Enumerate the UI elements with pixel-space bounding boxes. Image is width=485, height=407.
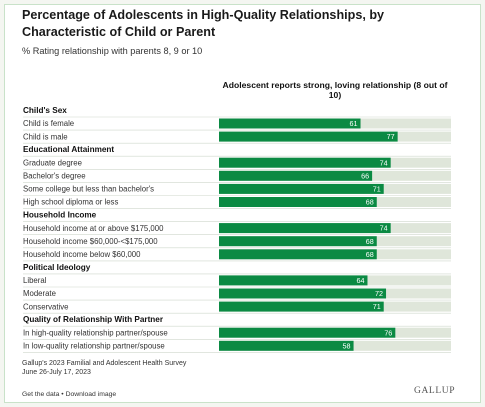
source-note: Gallup's 2023 Familial and Adolescent He… bbox=[22, 360, 186, 377]
bar bbox=[219, 327, 396, 338]
column-header: Adolescent reports strong, loving relati… bbox=[222, 80, 448, 100]
row-label: Household income below $60,000 bbox=[23, 250, 141, 259]
data-label: 74 bbox=[380, 158, 388, 167]
bar bbox=[219, 236, 377, 247]
bar bbox=[219, 223, 391, 234]
row-label: Some college but less than bachelor's bbox=[23, 185, 154, 194]
group-heading: Quality of Relationship With Partner bbox=[23, 315, 164, 324]
bar bbox=[219, 170, 373, 181]
bar bbox=[219, 275, 368, 286]
row-label: Liberal bbox=[23, 276, 47, 285]
bar bbox=[219, 301, 384, 312]
data-label: 74 bbox=[380, 224, 388, 233]
bar bbox=[219, 288, 387, 299]
data-label: 61 bbox=[350, 119, 358, 128]
row-label: Household income at or above $175,000 bbox=[23, 224, 164, 233]
chart-title: Percentage of Adolescents in High-Qualit… bbox=[22, 8, 385, 39]
data-label: 72 bbox=[375, 289, 383, 298]
data-label: 58 bbox=[343, 341, 351, 350]
footer-links[interactable]: Get the data • Download image bbox=[22, 391, 117, 398]
data-label: 68 bbox=[366, 250, 374, 259]
data-label: 71 bbox=[373, 185, 381, 194]
bar bbox=[219, 118, 361, 129]
gallup-logo: GALLUP bbox=[414, 386, 456, 396]
data-label: 64 bbox=[356, 276, 364, 285]
row-label: Graduate degree bbox=[23, 158, 82, 167]
bar bbox=[219, 131, 398, 142]
data-label: 76 bbox=[384, 328, 392, 337]
chart-subtitle: % Rating relationship with parents 8, 9 … bbox=[22, 46, 203, 56]
group-heading: Child's Sex bbox=[23, 106, 67, 115]
group-heading: Educational Attainment bbox=[23, 145, 114, 154]
row-label: In high-quality relationship partner/spo… bbox=[23, 328, 168, 337]
row-label: Household income $60,000-<$175,000 bbox=[23, 237, 158, 246]
data-label: 68 bbox=[366, 198, 374, 207]
source-line: June 26-July 17, 2023 bbox=[22, 368, 91, 376]
bar bbox=[219, 249, 377, 260]
row-label: Bachelor's degree bbox=[23, 172, 86, 181]
source-line: Gallup's 2023 Familial and Adolescent He… bbox=[22, 360, 187, 367]
data-label: 66 bbox=[361, 171, 369, 180]
bar bbox=[219, 183, 384, 194]
data-label: 71 bbox=[373, 302, 381, 311]
bar bbox=[219, 197, 377, 207]
group-heading: Political Ideology bbox=[23, 263, 91, 272]
row-label: High school diploma or less bbox=[23, 198, 118, 207]
row-label: In low-quality relationship partner/spou… bbox=[23, 342, 165, 351]
row-label: Child is male bbox=[23, 132, 68, 141]
data-label: 68 bbox=[366, 237, 374, 246]
row-label: Conservative bbox=[23, 302, 69, 311]
row-label: Child is female bbox=[23, 119, 74, 128]
data-label: 77 bbox=[387, 132, 395, 141]
bar bbox=[219, 157, 391, 168]
group-heading: Household Income bbox=[23, 211, 97, 220]
bar bbox=[219, 340, 354, 351]
row-label: Moderate bbox=[23, 289, 56, 298]
